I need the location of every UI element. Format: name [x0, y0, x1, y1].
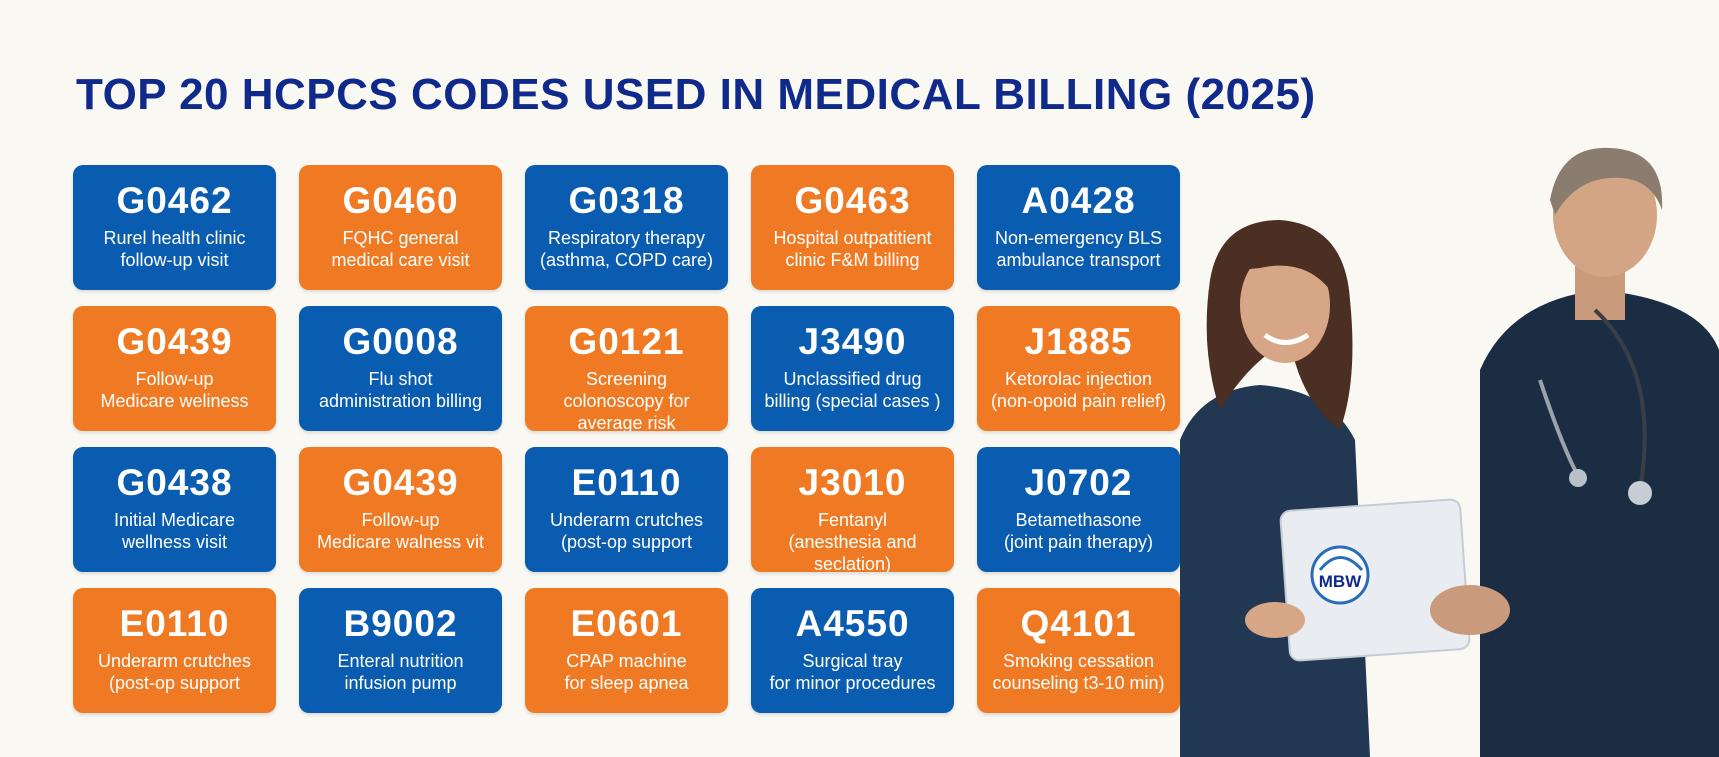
code-description: Screening colonoscopy for average risk	[563, 369, 690, 431]
code-description: Follow-up Medicare weliness	[100, 369, 249, 411]
code-card: E0110 Underarm crutches (post-op support	[73, 588, 276, 713]
page-title: TOP 20 HCPCS CODES USED IN MEDICAL BILLI…	[76, 70, 1316, 119]
code-card: Q4101 Smoking cessation counseling t3-10 m…	[977, 588, 1180, 713]
code-label: G0318	[568, 180, 685, 221]
code-label: G0463	[794, 180, 911, 221]
code-label: J3010	[798, 462, 907, 503]
code-description: Hospital outpatitient clinic F&M billing	[773, 228, 932, 270]
code-description: Betamethasone (joint pain therapy)	[1003, 510, 1154, 552]
code-label: G0439	[342, 462, 459, 503]
code-description: Non-emergency BLS ambulance transport	[994, 228, 1163, 270]
medical-staff-illustration: MBW	[1180, 147, 1719, 757]
code-label: G0439	[116, 321, 233, 362]
code-label: B9002	[343, 603, 458, 644]
code-grid: G0462 Rurel health clinic follow-up visit …	[73, 165, 1180, 713]
code-card: G0438 Initial Medicare wellness visit	[73, 447, 276, 572]
code-description: Enteral nutrition infusion pump	[337, 651, 464, 693]
code-card: J3010 Fentanyl (anesthesia and seclation)	[751, 447, 954, 572]
code-label: G0121	[568, 321, 685, 362]
code-label: J0702	[1024, 462, 1133, 503]
code-description: CPAP machine for sleep apnea	[564, 651, 689, 693]
code-description: Surgical tray for minor procedures	[769, 651, 936, 693]
code-description: Unclassified drug billing (special cases …	[764, 369, 941, 411]
code-card: G0439 Follow-up Medicare walness vit	[299, 447, 502, 572]
code-card: G0460 FQHC general medical care visit	[299, 165, 502, 290]
code-card: E0601 CPAP machine for sleep apnea	[525, 588, 728, 713]
code-card: G0318 Respiratory therapy (asthma, COPD ca…	[525, 165, 728, 290]
code-description: Underarm crutches (post-op support	[549, 510, 704, 552]
code-label: E0110	[571, 462, 682, 503]
code-card: J0702 Betamethasone (joint pain therapy)	[977, 447, 1180, 572]
code-card: J3490 Unclassified drug billing (special c…	[751, 306, 954, 431]
code-card: A4550 Surgical tray for minor procedures	[751, 588, 954, 713]
code-label: G0460	[342, 180, 459, 221]
code-label: G0438	[116, 462, 233, 503]
code-card: J1885 Ketorolac injection (non-opoid pain …	[977, 306, 1180, 431]
code-description: Rurel health clinic follow-up visit	[103, 228, 246, 270]
code-card: B9002 Enteral nutrition infusion pump	[299, 588, 502, 713]
code-description: Fentanyl (anesthesia and seclation)	[788, 510, 917, 572]
code-description: Smoking cessation counseling t3-10 min)	[992, 651, 1165, 693]
code-label: E0601	[570, 603, 683, 644]
code-card: G0439 Follow-up Medicare weliness	[73, 306, 276, 431]
code-label: G0008	[342, 321, 459, 362]
code-description: Respiratory therapy (asthma, COPD care)	[539, 228, 714, 270]
medical-staff-photo: MBW	[1180, 140, 1719, 757]
code-label: J1885	[1024, 321, 1133, 362]
code-description: Flu shot administration billing	[318, 369, 483, 411]
code-description: Underarm crutches (post-op support	[97, 651, 252, 693]
code-card: G0462 Rurel health clinic follow-up visit	[73, 165, 276, 290]
code-description: FQHC general medical care visit	[331, 228, 470, 270]
code-label: A4550	[795, 603, 910, 644]
code-label: E0110	[119, 603, 230, 644]
code-card: A0428 Non-emergency BLS ambulance transpor…	[977, 165, 1180, 290]
code-label: Q4101	[1020, 603, 1137, 644]
code-card: E0110 Underarm crutches (post-op support	[525, 447, 728, 572]
code-card: G0463 Hospital outpatitient clinic F&M bil…	[751, 165, 954, 290]
code-description: Ketorolac injection (non-opoid pain relie…	[990, 369, 1167, 411]
code-card: G0121 Screening colonoscopy for average ris…	[525, 306, 728, 431]
clipboard-logo: MBW	[1319, 572, 1362, 591]
code-label: A0428	[1021, 180, 1136, 221]
code-card: G0008 Flu shot administration billing	[299, 306, 502, 431]
code-description: Initial Medicare wellness visit	[113, 510, 236, 552]
code-description: Follow-up Medicare walness vit	[316, 510, 485, 552]
code-label: J3490	[798, 321, 907, 362]
code-label: G0462	[116, 180, 233, 221]
